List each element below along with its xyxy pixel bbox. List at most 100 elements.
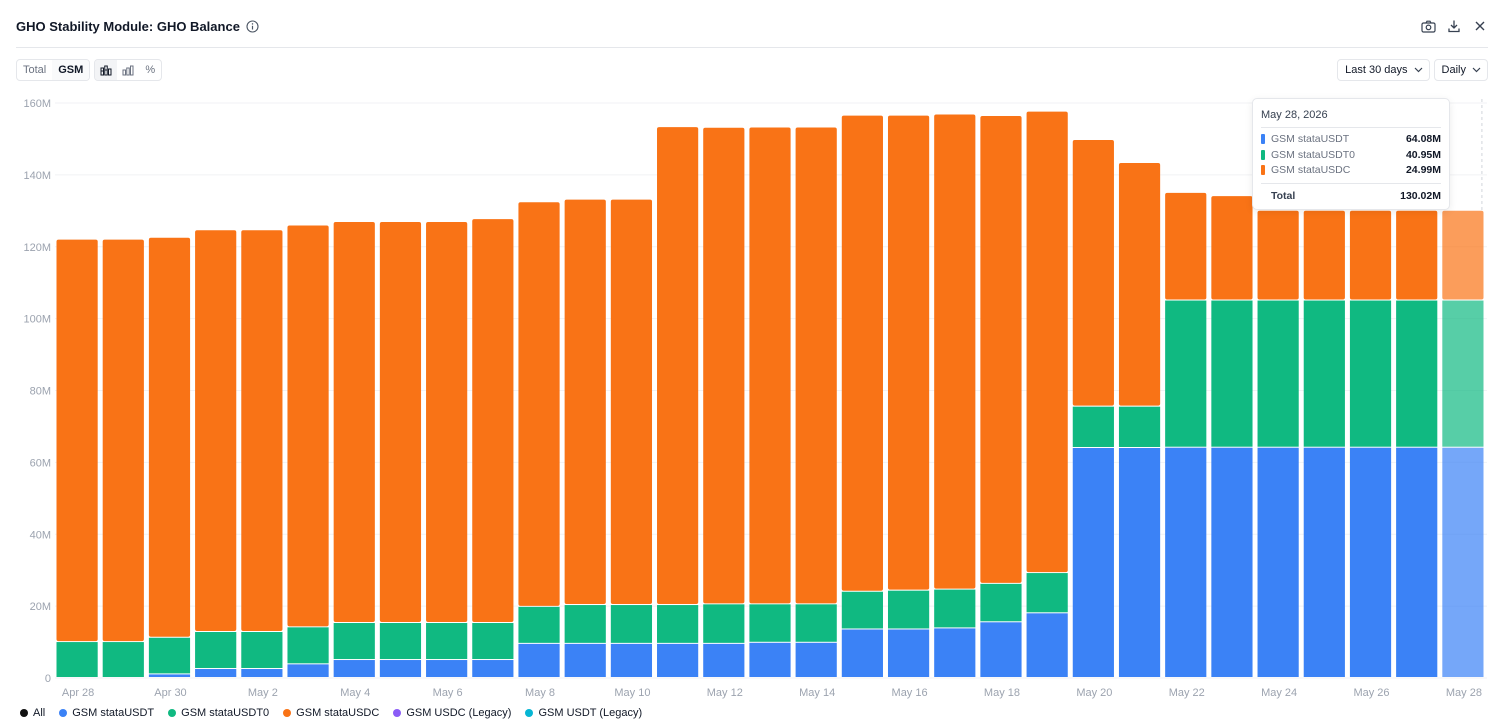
x-tick-label: May 8	[525, 687, 555, 699]
x-tick-label: May 16	[892, 687, 928, 699]
bar-segment	[195, 669, 237, 677]
bar-segment	[610, 605, 653, 643]
stacked-bar-icon[interactable]	[95, 60, 118, 80]
y-tick-label: 140M	[23, 170, 51, 182]
bar-segment	[1165, 447, 1207, 677]
x-tick-label: May 24	[1261, 687, 1297, 699]
bar-segment	[241, 669, 283, 677]
legend-dot	[393, 709, 402, 717]
bar-segment	[841, 591, 883, 629]
x-tick-label: May 22	[1169, 687, 1205, 699]
tooltip-series-name: GSM stataUSDC	[1271, 164, 1351, 176]
legend-item-usdt-legacy[interactable]: GSM USDT (Legacy)	[525, 707, 642, 719]
chart-bars	[56, 99, 1484, 677]
y-tick-label: 20M	[30, 601, 51, 613]
bar-segment	[426, 660, 468, 677]
bar-segment	[1442, 300, 1484, 447]
x-tick-label: May 14	[799, 687, 835, 699]
tab-gsm[interactable]: GSM	[52, 60, 90, 80]
tooltip-swatch	[1261, 150, 1265, 160]
bar-segment	[518, 606, 560, 643]
info-icon[interactable]	[246, 19, 259, 33]
tooltip-row: GSM stataUSDT0 40.95M	[1261, 148, 1441, 162]
bar-icon[interactable]	[117, 60, 139, 80]
bar-segment	[610, 643, 653, 677]
bar-segment	[472, 219, 514, 623]
legend-item-stata-usdt[interactable]: GSM stataUSDT	[59, 707, 154, 719]
bar-segment	[749, 127, 791, 604]
bar-segment	[1118, 406, 1161, 447]
x-tick-label: May 20	[1076, 687, 1112, 699]
bar-segment	[564, 605, 606, 643]
range-controls: Last 30 days Daily	[1337, 59, 1488, 81]
chart-mode-toggle: %	[94, 59, 163, 81]
bar-segment	[1396, 300, 1438, 447]
bar-segment	[1211, 300, 1253, 447]
bar-segment	[287, 225, 329, 627]
tooltip-divider	[1261, 183, 1441, 184]
bar-segment	[657, 127, 699, 605]
bar-segment	[518, 643, 560, 677]
y-tick-label: 60M	[30, 457, 51, 469]
tooltip-series-name: GSM stataUSDT	[1271, 133, 1350, 145]
legend-label: GSM USDC (Legacy)	[406, 707, 512, 719]
download-icon[interactable]	[1446, 18, 1462, 34]
tooltip-total-value: 130.02M	[1400, 190, 1441, 202]
legend-item-stata-usdc[interactable]: GSM stataUSDC	[283, 707, 379, 719]
tooltip-series-value: 40.95M	[1405, 149, 1441, 161]
bar-segment	[1118, 448, 1161, 677]
bar-segment	[841, 115, 883, 591]
camera-icon[interactable]	[1420, 18, 1436, 34]
bar-segment	[980, 115, 1022, 583]
legend-dot	[168, 709, 177, 717]
bar-segment	[657, 643, 699, 677]
bar-segment	[379, 660, 422, 677]
bar-segment	[333, 623, 375, 660]
x-axis: Apr 28 Apr 30 May 2 May 4 May 6 May 8 May 10 Ma…	[62, 687, 1482, 699]
bar-segment	[56, 239, 98, 642]
bar-segment	[795, 127, 837, 604]
legend-item-usdc-legacy[interactable]: GSM USDC (Legacy)	[393, 707, 511, 719]
bar-segment	[1396, 210, 1438, 300]
interval-select[interactable]: Daily	[1433, 59, 1488, 81]
tooltip-total-label: Total	[1271, 190, 1296, 202]
x-tick-label: May 26	[1353, 687, 1389, 699]
bar-segment	[148, 637, 191, 674]
bar-segment	[379, 623, 422, 660]
chart-header: GHO Stability Module: GHO Balance	[16, 12, 1488, 40]
chart-title: GHO Stability Module: GHO Balance	[16, 18, 240, 34]
bar-segment	[934, 589, 976, 628]
legend-label: GSM stataUSDT0	[181, 707, 270, 719]
bar-segment	[1349, 210, 1392, 300]
view-toggle: Total GSM	[16, 59, 91, 81]
x-tick-label: Apr 30	[154, 687, 186, 699]
x-tick-label: May 12	[707, 687, 743, 699]
bar-segment	[1257, 300, 1299, 447]
bar-segment	[564, 199, 606, 605]
bar-segment	[1303, 210, 1345, 300]
bar-segment	[1165, 192, 1207, 300]
close-icon[interactable]	[1472, 18, 1488, 34]
bar-segment	[333, 660, 375, 677]
bar-segment	[749, 604, 791, 642]
header-divider	[16, 47, 1488, 48]
bar-segment	[1257, 447, 1299, 677]
tooltip-divider	[1261, 127, 1441, 128]
bar-segment	[657, 605, 699, 643]
range-select[interactable]: Last 30 days	[1337, 59, 1430, 81]
bar-segment	[241, 632, 283, 669]
y-tick-label: 0	[45, 673, 51, 685]
legend-item-all[interactable]: All	[20, 707, 45, 719]
percent-icon[interactable]: %	[139, 60, 161, 80]
bar-segment	[518, 202, 560, 606]
chart-legend: All GSM stataUSDT GSM stataUSDT0 GSM sta…	[20, 706, 642, 720]
tooltip-date: May 28, 2026	[1261, 109, 1328, 121]
x-tick-label: May 18	[984, 687, 1020, 699]
legend-item-stata-usdt0[interactable]: GSM stataUSDT0	[168, 707, 269, 719]
tab-total[interactable]: Total	[23, 64, 47, 76]
bar-segment	[887, 629, 930, 677]
chevron-down-icon	[1414, 67, 1422, 73]
chart-toolbar: Total GSM %	[16, 59, 163, 81]
bar-segment	[472, 623, 514, 660]
